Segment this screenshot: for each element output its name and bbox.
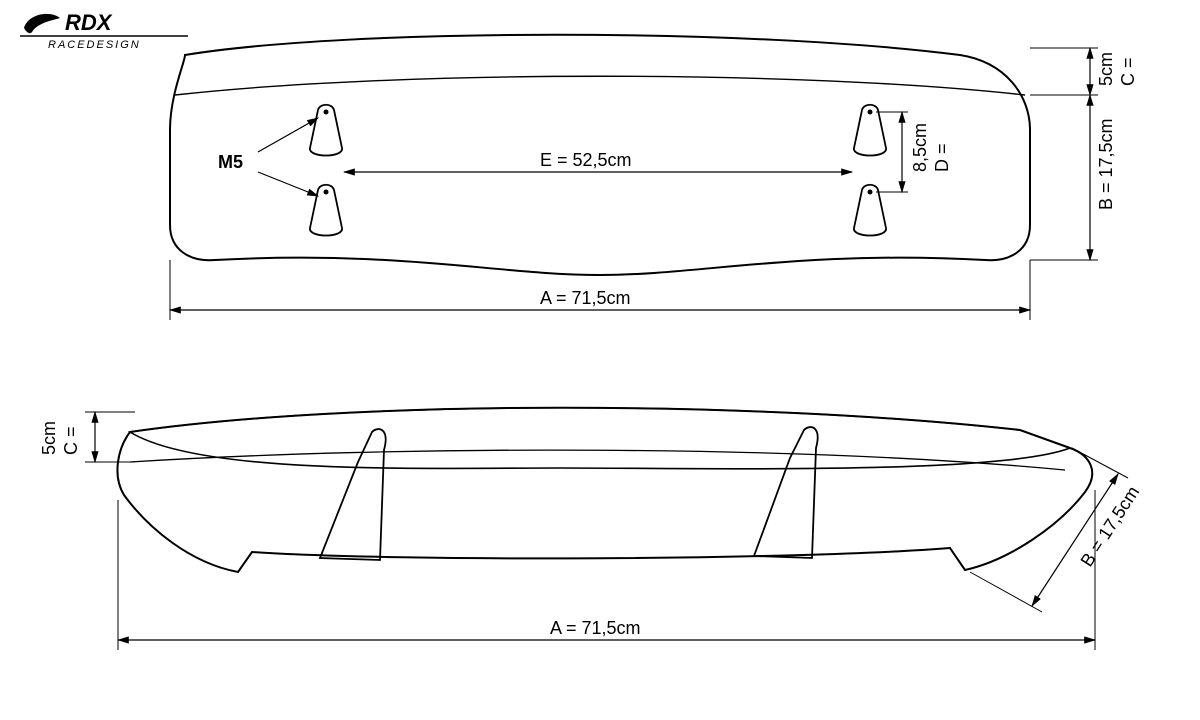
bolt-label: M5 bbox=[218, 152, 243, 172]
bolt-label-group: M5 bbox=[218, 118, 318, 196]
fin-left bbox=[320, 429, 386, 560]
dim-D: 8,5cm D = bbox=[876, 112, 952, 192]
mount-cone-sw bbox=[310, 185, 342, 236]
logo-subtitle: RACEDESIGN bbox=[48, 39, 141, 51]
technical-drawing: RDX RACEDESIGN M5 bbox=[0, 0, 1200, 720]
fin-right bbox=[754, 427, 818, 558]
dim-D-label-val: 8,5cm bbox=[910, 123, 930, 172]
top-view: M5 E = 52,5cm 8,5cm D = A = 71,5cm bbox=[170, 35, 1138, 320]
dim-C-side: 5cm C = bbox=[39, 412, 135, 462]
logo: RDX RACEDESIGN bbox=[20, 10, 188, 51]
dim-A-top: A = 71,5cm bbox=[170, 260, 1030, 320]
dim-E: E = 52,5cm bbox=[344, 150, 852, 172]
dim-B-top: B = 17,5cm bbox=[1030, 95, 1116, 260]
dim-A-side: A = 71,5cm bbox=[118, 490, 1095, 650]
dim-B-top-val: B = 17,5cm bbox=[1096, 118, 1116, 210]
dim-B-side-label: B = 17,5cm bbox=[1077, 483, 1144, 571]
dim-C-side-val: 5cm bbox=[39, 421, 59, 455]
logo-text: RDX bbox=[65, 10, 113, 35]
dim-A-side-label: A = 71,5cm bbox=[550, 618, 641, 638]
dim-A-top-label: A = 71,5cm bbox=[540, 288, 631, 308]
side-view: A = 71,5cm 5cm C = B = 17,5cm bbox=[39, 408, 1143, 650]
mount-cone-nw bbox=[310, 105, 342, 156]
dim-D-label-letter: D = bbox=[932, 143, 952, 172]
dim-B-side: B = 17,5cm bbox=[970, 448, 1143, 612]
dim-C-top: 5cm C = bbox=[1030, 48, 1138, 95]
dim-C-top-letter: C = bbox=[1118, 57, 1138, 86]
dim-C-top-val: 5cm bbox=[1096, 52, 1116, 86]
spoiler-side-midline bbox=[130, 450, 1065, 470]
spoiler-top-upper-edge bbox=[175, 76, 1025, 95]
dim-E-label: E = 52,5cm bbox=[540, 150, 632, 170]
dim-C-side-letter: C = bbox=[61, 426, 81, 455]
spoiler-side-outline bbox=[117, 408, 1092, 572]
